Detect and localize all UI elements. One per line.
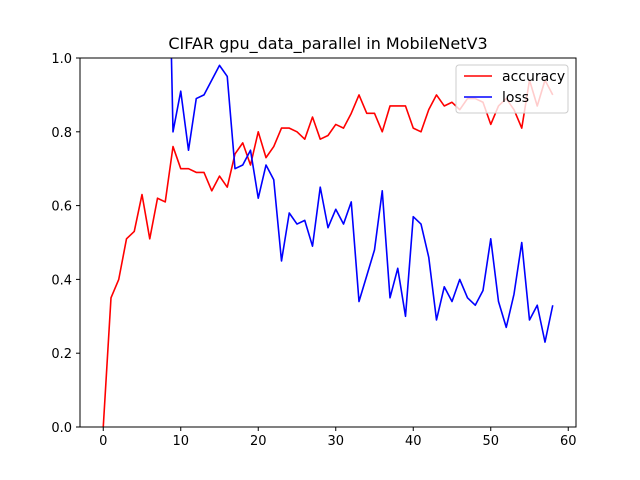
x-tick-label-60: 60 [560, 434, 577, 449]
y-tick-label-1.0: 1.0 [51, 52, 72, 67]
y-tick-label-0.0: 0.0 [51, 421, 72, 436]
legend-label-loss: loss [502, 90, 529, 106]
y-tick-label-0.8: 0.8 [51, 126, 72, 141]
y-tick-label-0.4: 0.4 [51, 273, 72, 288]
x-tick-label-30: 30 [327, 434, 344, 449]
x-tick-label-10: 10 [172, 434, 189, 449]
series-line-accuracy [102, 79, 554, 427]
y-tick-label-0.6: 0.6 [51, 200, 72, 215]
x-axis: 0 10 20 30 40 50 60 [99, 427, 577, 449]
x-tick-label-40: 40 [405, 434, 422, 449]
x-tick-label-50: 50 [482, 434, 499, 449]
plot-frame [79, 57, 577, 428]
legend-box [455, 64, 569, 114]
series-line-loss [170, 58, 554, 343]
chart-title: CIFAR gpu_data_parallel in MobileNetV3 [168, 34, 487, 54]
legend-label-accuracy: accuracy [502, 69, 565, 85]
y-tick-label-0.2: 0.2 [51, 347, 72, 362]
x-tick-label-0: 0 [99, 434, 107, 449]
y-axis: 0.0 0.2 0.4 0.6 0.8 1.0 [51, 52, 80, 436]
x-tick-label-20: 20 [250, 434, 267, 449]
legend: accuracy loss [455, 64, 569, 114]
